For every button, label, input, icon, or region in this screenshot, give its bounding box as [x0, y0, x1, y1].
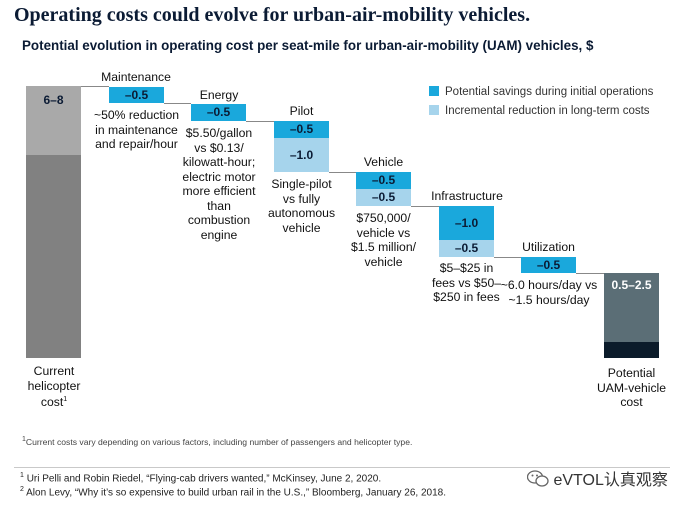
bar-uam-base — [604, 342, 659, 358]
data-label-current: 6–8 — [26, 93, 81, 107]
category-label-pilot: Pilot — [274, 104, 329, 118]
connector-line — [246, 121, 274, 122]
connector-line — [329, 172, 356, 173]
data-label-pilot-initial: –0.5 — [274, 122, 329, 136]
connector-line — [164, 103, 191, 104]
connector-line — [576, 273, 604, 274]
watermark: eVTOL认真观察 — [527, 466, 668, 490]
annotation-pilot: Single-pilot vs fully autonomous vehicle — [264, 177, 339, 235]
category-label-maintenance: Maintenance — [94, 70, 178, 84]
legend-label-initial: Potential savings during initial operati… — [445, 86, 653, 98]
data-label-maintenance-initial: –0.5 — [109, 88, 164, 102]
data-label-infrastructure-longterm: –0.5 — [439, 241, 494, 255]
connector-line — [494, 257, 521, 258]
reference-2: 2 Alon Levy, “Why it’s so expensive to b… — [20, 486, 446, 498]
connector-line — [81, 86, 109, 87]
annotation-infrastructure: $5–$25 in fees vs $50–$250 in fees — [429, 261, 504, 305]
data-label-uam: 0.5–2.5 — [600, 278, 663, 292]
data-label-pilot-longterm: –1.0 — [274, 148, 329, 162]
category-label-current: Current helicopter cost1 — [14, 364, 94, 410]
annotation-energy: $5.50/gallon vs $0.13/ kilowatt-hour; el… — [179, 126, 259, 242]
category-label-uam: Potential UAM-vehicle cost — [596, 366, 667, 410]
category-label-vehicle: Vehicle — [356, 155, 411, 169]
legend-item-initial: Potential savings during initial operati… — [429, 86, 653, 98]
data-label-vehicle-longterm: –0.5 — [356, 190, 411, 204]
legend-swatch-longterm — [429, 105, 439, 115]
chart-footnote: 1Current costs vary depending on various… — [22, 436, 412, 447]
connector-line — [411, 206, 439, 207]
bar-current-base — [26, 155, 81, 358]
chart-subtitle: Potential evolution in operating cost pe… — [22, 38, 593, 53]
annotation-utilization: ~6.0 hours/day vs ~1.5 hours/day — [497, 278, 601, 307]
data-label-utilization-initial: –0.5 — [521, 258, 576, 272]
category-label-energy: Energy — [184, 88, 254, 102]
annotation-vehicle: $750,000/ vehicle vs $1.5 million/ vehic… — [346, 211, 421, 269]
watermark-text: eVTOL认真观察 — [553, 472, 667, 489]
legend-item-longterm: Incremental reduction in long-term costs — [429, 105, 650, 117]
reference-1: 1 Uri Pelli and Robin Riedel, “Flying-ca… — [20, 472, 381, 484]
wechat-icon — [527, 470, 549, 488]
category-label-infrastructure: Infrastructure — [425, 189, 509, 203]
data-label-infrastructure-initial: –1.0 — [439, 216, 494, 230]
legend-swatch-initial — [429, 86, 439, 96]
data-label-vehicle-initial: –0.5 — [356, 173, 411, 187]
data-label-energy-initial: –0.5 — [191, 105, 246, 119]
category-label-utilization: Utilization — [511, 240, 586, 254]
annotation-maintenance: ~50% reduction in maintenance and repair… — [93, 108, 180, 152]
page-title: Operating costs could evolve for urban-a… — [14, 4, 530, 27]
legend-label-longterm: Incremental reduction in long-term costs — [445, 105, 650, 117]
